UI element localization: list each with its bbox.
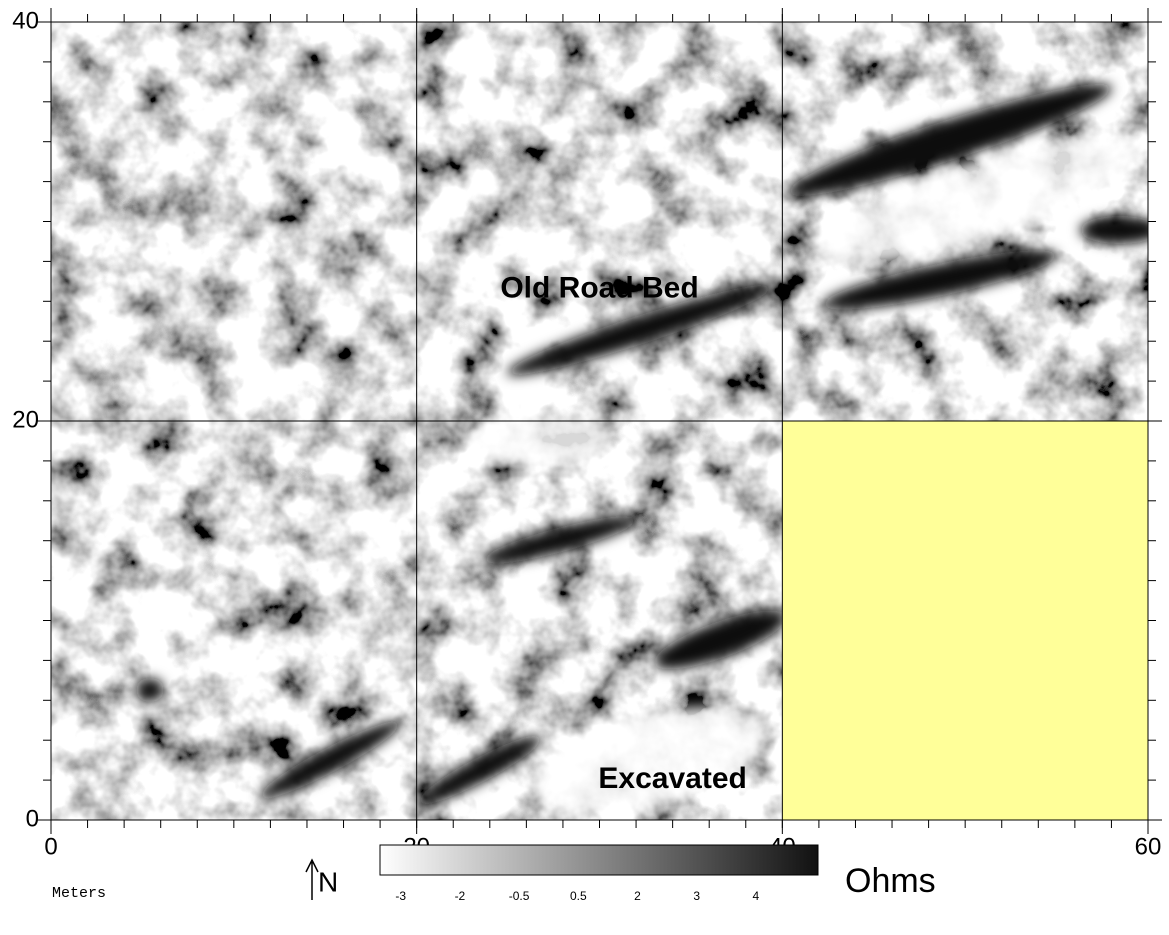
x-tick-label: 0: [44, 833, 57, 860]
y-tick-label: 40: [12, 7, 39, 34]
x-tick-label: 60: [1135, 833, 1162, 860]
colorbar-tick-label: 3: [693, 889, 700, 903]
colorbar-label: Ohms: [845, 862, 936, 900]
dark-bands: [136, 84, 1148, 805]
colorbar-tick-label: 2: [634, 889, 641, 903]
colorbar-tick-label: 0.5: [570, 889, 587, 903]
north-label: N: [318, 866, 338, 897]
north-arrow: [305, 858, 319, 900]
annotation: Excavated: [598, 762, 746, 795]
colorbar-tick-label: 4: [753, 889, 760, 903]
light-areas: [470, 135, 1143, 814]
y-tick-label: 20: [12, 406, 39, 433]
colorbar-tick-label: -3: [395, 889, 406, 903]
y-tick-label: 0: [26, 805, 39, 832]
x-axis-label: Meters: [52, 885, 106, 902]
no-data-region: [782, 421, 1148, 820]
colorbar-tick-label: -0.5: [509, 889, 530, 903]
colorbar: [379, 844, 819, 876]
annotation: Old Road Bed: [500, 271, 698, 304]
colorbar-tick-label: -2: [455, 889, 466, 903]
chart-layer: 020406002040Old Road BedExcavated-3-2-0.…: [12, 7, 1162, 903]
